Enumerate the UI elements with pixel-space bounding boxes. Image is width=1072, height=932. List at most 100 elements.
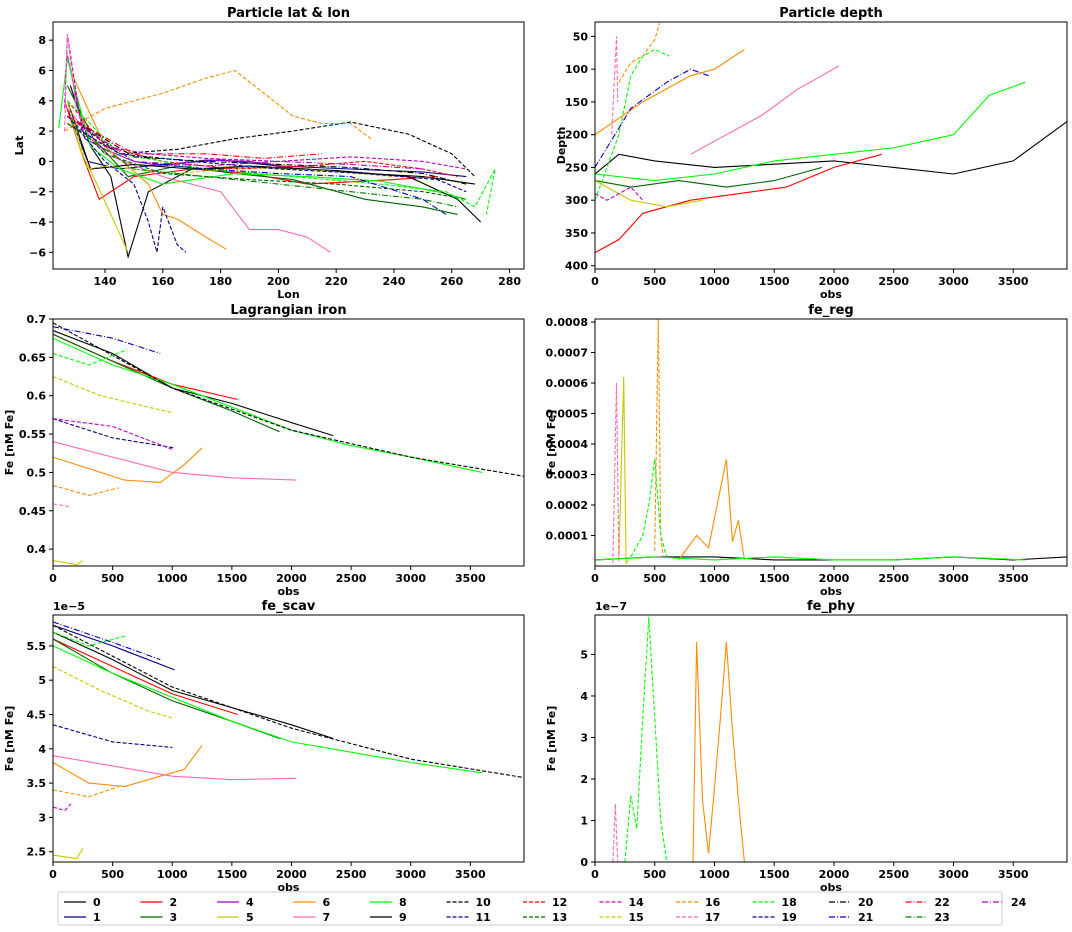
legend-label: 22: [935, 896, 950, 909]
series-line-15: [53, 666, 173, 719]
series-line-14: [53, 418, 173, 450]
legend-item-18: 18: [752, 896, 797, 909]
y-tick-label: 5: [38, 674, 46, 687]
x-tick-label: 3000: [938, 572, 969, 585]
series-line-8: [53, 645, 483, 774]
x-tick-label: 2500: [878, 572, 909, 585]
legend-item-10: 10: [446, 896, 491, 909]
series-line-11: [66, 115, 187, 253]
legend-label: 1: [93, 911, 101, 924]
y-axis-label: Fe [nM Fe]: [545, 410, 558, 476]
chart-panel-2: 0 500 1000 1500 2000 2500 3000 3500 0.4 0.45 0.5 0.…: [3, 303, 525, 598]
y-tick-label: 0: [580, 856, 588, 869]
series-line-17: [612, 803, 619, 862]
legend-label: 2: [170, 896, 178, 909]
x-tick-label: 2500: [878, 275, 909, 288]
series-line-16: [654, 319, 664, 557]
y-tick-label: 0.4: [27, 543, 47, 556]
x-tick-label: 2500: [336, 868, 367, 881]
series-line-10: [53, 322, 524, 477]
x-tick-label: 3500: [998, 572, 1029, 585]
series-line-16: [53, 785, 119, 798]
series-line-2: [53, 333, 238, 401]
legend-label: 5: [246, 911, 254, 924]
y-tick-label: 0.0003: [546, 469, 588, 482]
x-tick-label: 240: [382, 275, 405, 288]
x-axis-label: obs: [278, 585, 300, 598]
legend-label: 8: [399, 896, 407, 909]
x-tick-label: 3000: [395, 868, 426, 881]
legend-item-7: 7: [293, 911, 330, 924]
y-axis-label: Fe [nM Fe]: [3, 410, 16, 476]
series-line-18: [630, 459, 668, 558]
x-tick-label: 140: [94, 275, 117, 288]
series-line-6: [678, 459, 745, 561]
series-line-5: [618, 376, 629, 565]
y-tick-label: −4: [29, 216, 46, 229]
legend-label: 20: [858, 896, 874, 909]
x-tick-label: 1500: [217, 868, 248, 881]
plot-frame: [594, 21, 1068, 270]
series-line-3: [595, 166, 823, 188]
series-line-3: [66, 85, 458, 215]
y-tick-label: 0.0008: [546, 316, 588, 329]
series-line-11: [53, 418, 175, 449]
series-line-14: [53, 803, 72, 812]
x-tick-label: 1000: [157, 868, 188, 881]
plot-frame: [594, 318, 1068, 567]
legend-item-11: 11: [446, 911, 491, 924]
y-tick-label: 2.5: [27, 846, 47, 859]
x-tick-label: 160: [151, 275, 174, 288]
axis-offset-label: 1e−5: [53, 600, 85, 613]
y-tick-label: 0.0004: [546, 438, 589, 451]
y-tick-label: 3: [580, 731, 588, 744]
legend-label: 18: [782, 896, 797, 909]
x-tick-label: 3500: [998, 275, 1029, 288]
legend-item-2: 2: [140, 896, 178, 909]
legend-label: 0: [93, 896, 101, 909]
y-tick-label: 8: [38, 34, 46, 47]
legend-item-22: 22: [905, 896, 950, 909]
y-tick-label: 200: [565, 129, 588, 142]
x-tick-label: 3500: [455, 572, 486, 585]
y-axis-label: Fe [nM Fe]: [3, 706, 16, 772]
series-line-19: [67, 123, 467, 193]
chart-panel-0: 140 160 180 200 220 240 260 280 −6 −4 −2 0 2 4 6 8 Parti…: [13, 6, 525, 301]
series-line-7: [690, 65, 840, 155]
x-axis-label: obs: [820, 585, 842, 598]
y-tick-label: 0.55: [19, 428, 46, 441]
legend-item-16: 16: [676, 896, 721, 909]
plot-frame: [52, 614, 525, 863]
x-tick-label: 260: [440, 275, 463, 288]
x-tick-label: 0: [591, 275, 599, 288]
series-line-6: [53, 447, 203, 483]
x-axis-label: obs: [278, 881, 300, 894]
y-tick-label: 0.65: [19, 351, 46, 364]
series-line-19: [53, 724, 173, 748]
series-line-3: [53, 333, 280, 433]
legend-label: 24: [1011, 896, 1027, 909]
series-group: [53, 322, 524, 566]
series-line-18: [67, 100, 496, 215]
chart-panel-1: 0 500 1000 1500 2000 2500 3000 3500 50 100 150 200 2…: [555, 6, 1068, 301]
x-tick-label: 280: [498, 275, 521, 288]
y-tick-label: 4.5: [27, 708, 47, 721]
series-line-15: [66, 100, 395, 178]
plot-frame: [52, 318, 525, 567]
series-group: [595, 23, 1067, 254]
legend-label: 13: [552, 911, 567, 924]
y-tick-label: 3: [38, 811, 46, 824]
series-line-13: [67, 115, 467, 200]
legend-label: 9: [399, 911, 407, 924]
x-tick-label: 2000: [819, 572, 850, 585]
y-tick-label: −2: [29, 186, 46, 199]
y-tick-label: 0.0007: [546, 347, 588, 360]
plot-frame: [594, 614, 1068, 863]
x-tick-label: 500: [643, 572, 666, 585]
chart-title: fe_phy: [807, 599, 856, 614]
legend-item-5: 5: [217, 911, 254, 924]
legend-item-14: 14: [599, 896, 644, 909]
series-line-23: [67, 123, 458, 208]
legend-item-19: 19: [752, 911, 797, 924]
